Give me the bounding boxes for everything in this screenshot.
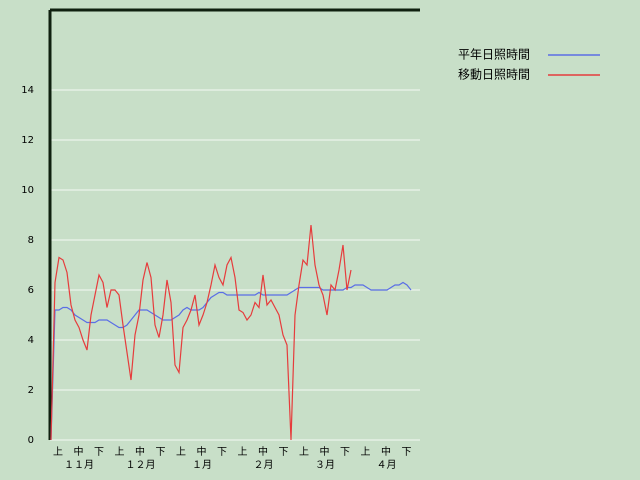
y-tick-label: 8 bbox=[28, 235, 34, 246]
x-tick-label: 下 bbox=[340, 447, 350, 458]
month-label: ２月 bbox=[254, 459, 274, 471]
month-label: １月 bbox=[192, 459, 212, 471]
x-tick-label: 上 bbox=[238, 446, 248, 458]
y-tick-label: 2 bbox=[28, 385, 34, 396]
x-tick-label: 上 bbox=[176, 446, 186, 458]
month-label: １１月 bbox=[64, 459, 94, 471]
y-tick-label: 10 bbox=[21, 185, 34, 196]
legend-label: 平年日照時間 bbox=[458, 48, 530, 62]
y-tick-label: 0 bbox=[28, 435, 34, 446]
x-tick-label: 下 bbox=[156, 447, 166, 458]
series-line bbox=[50, 281, 412, 441]
x-tick-label: 上 bbox=[115, 446, 125, 458]
x-tick-label: 上 bbox=[53, 446, 63, 458]
x-tick-label: 下 bbox=[402, 447, 412, 458]
legend-label: 移動日照時間 bbox=[458, 68, 530, 82]
series-line bbox=[50, 224, 352, 441]
x-tick-label: 中 bbox=[258, 445, 268, 458]
y-tick-label: 6 bbox=[28, 285, 34, 296]
y-tick-label: 12 bbox=[21, 135, 34, 146]
x-tick-label: 上 bbox=[361, 446, 371, 458]
x-tick-label: 下 bbox=[217, 447, 227, 458]
y-tick-label: 14 bbox=[21, 85, 34, 96]
month-label: １２月 bbox=[126, 459, 156, 471]
x-tick-label: 下 bbox=[94, 447, 104, 458]
x-tick-label: 中 bbox=[320, 445, 330, 458]
x-tick-label: 中 bbox=[135, 445, 145, 458]
x-tick-label: 下 bbox=[279, 447, 289, 458]
month-label: ４月 bbox=[377, 459, 397, 471]
x-tick-label: 中 bbox=[381, 445, 391, 458]
x-tick-label: 中 bbox=[74, 445, 84, 458]
x-tick-label: 中 bbox=[197, 445, 207, 458]
x-tick-label: 上 bbox=[299, 446, 309, 458]
month-label: ３月 bbox=[315, 459, 335, 471]
y-tick-label: 4 bbox=[28, 335, 34, 346]
